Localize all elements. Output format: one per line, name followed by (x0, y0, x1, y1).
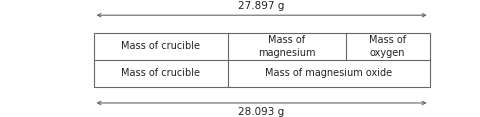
Bar (94, 33, 430, 87)
Text: 28.093 g: 28.093 g (239, 107, 285, 117)
Text: Mass of crucible: Mass of crucible (121, 68, 200, 78)
Text: Mass of
oxygen: Mass of oxygen (369, 35, 406, 58)
Text: 27.897 g: 27.897 g (239, 1, 285, 11)
Text: Mass of crucible: Mass of crucible (121, 41, 200, 51)
Text: Mass of
magnesium: Mass of magnesium (258, 35, 315, 58)
Text: Mass of magnesium oxide: Mass of magnesium oxide (265, 68, 392, 78)
